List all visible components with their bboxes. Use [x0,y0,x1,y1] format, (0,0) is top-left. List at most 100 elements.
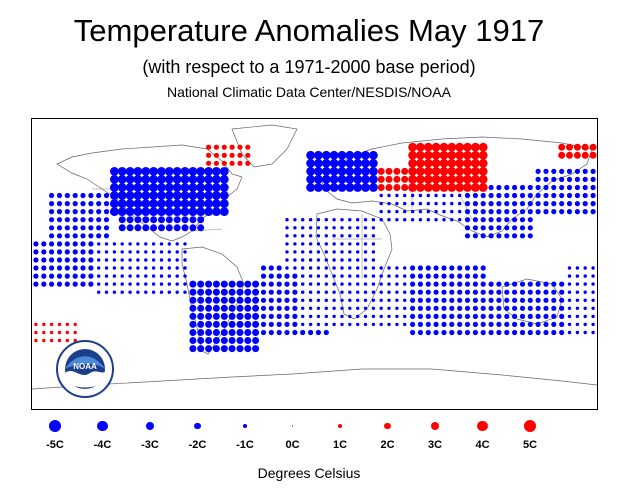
anomaly-dot [387,314,391,319]
anomaly-dot [206,152,212,158]
anomaly-dot [196,191,206,200]
anomaly-dot [252,280,260,288]
legend-dot [97,420,108,432]
anomaly-dot [212,345,220,353]
anomaly-dot [417,305,423,311]
anomaly-dot [133,167,143,176]
anomaly-dot [314,150,323,160]
anomaly-dot [379,193,383,198]
anomaly-dot [363,218,368,222]
anomaly-dot [183,266,187,270]
anomaly-dot [324,306,328,310]
anomaly-dot [582,168,588,174]
anomaly-dot [141,191,151,200]
anomaly-dot [535,168,541,174]
anomaly-dot [229,144,235,150]
anomaly-dot [527,297,533,303]
anomaly-dot [252,345,260,353]
anomaly-dot [96,217,102,223]
anomaly-dot [410,281,416,287]
anomaly-dot [332,298,336,302]
anomaly-dot [488,184,494,191]
anomaly-dot [379,322,383,327]
anomaly-dot [519,305,526,311]
anomaly-dot [64,257,70,263]
anomaly-dot [395,193,399,198]
anomaly-dot [110,183,119,192]
anomaly-dot [559,201,565,207]
anomaly-dot [512,184,518,191]
anomaly-dot [348,322,352,327]
anomaly-dot [301,226,305,230]
anomaly-dot [455,142,465,152]
anomaly-dot [480,313,486,319]
anomaly-dot [566,184,573,191]
anomaly-dot [120,282,124,286]
anomaly-dot [332,250,336,254]
anomaly-dot [417,321,423,327]
anomaly-dot [159,266,164,270]
anomaly-dot [189,288,197,296]
anomaly-dot [88,257,94,263]
anomaly-dot [151,266,156,270]
anomaly-dot [345,183,355,192]
anomaly-dot [457,321,463,327]
anomaly-dot [583,322,587,327]
anomaly-dot [559,184,565,191]
anomaly-dot [426,201,430,206]
anomaly-dot [220,304,228,312]
anomaly-dot [519,329,526,336]
anomaly-dot [472,321,478,327]
anomaly-dot [117,183,127,192]
anomaly-dot [559,176,565,182]
anomaly-dot [159,250,164,254]
anomaly-dot [276,313,282,319]
anomaly-dot [151,250,156,254]
anomaly-dot [416,158,425,168]
anomaly-dot [519,321,526,327]
anomaly-dot [551,281,557,287]
anomaly-dot [49,273,55,279]
anomaly-dot [442,218,446,222]
anomaly-dot [167,242,171,246]
anomaly-dot [472,217,478,223]
anomaly-dot [559,209,565,215]
anomaly-dot [543,192,549,199]
anomaly-dot [450,193,454,198]
anomaly-dot [567,274,572,278]
anomaly-dot [205,329,213,336]
anomaly-dot [379,266,383,270]
anomaly-dot [41,273,47,279]
anomaly-dot [512,209,518,215]
anomaly-dot [480,217,486,223]
anomaly-dot [504,233,510,239]
anomaly-dot [128,266,132,270]
anomaly-dot [356,274,360,278]
anomaly-dot [42,338,46,343]
anomaly-dot [543,201,549,207]
anomaly-dot [244,337,252,344]
anomaly-dot [478,175,488,184]
anomaly-dot [306,158,315,168]
anomaly-dot [408,150,417,160]
anomaly-dot [348,266,352,270]
anomaly-dot [332,234,336,238]
anomaly-dot [292,321,298,327]
anomaly-dot [431,175,441,184]
anomaly-dot [450,209,454,214]
anomaly-dot [395,290,399,294]
anomaly-dot [442,201,446,206]
anomaly-dot [401,167,409,175]
anomaly-dot [316,298,321,302]
anomaly-dot [103,201,110,207]
anomaly-dot [73,330,77,335]
anomaly-dot [72,209,78,215]
anomaly-dot [583,306,587,310]
anomaly-dot [471,167,480,176]
anomaly-dot [33,241,39,247]
anomaly-dot [285,258,289,262]
coast-antarctica [32,368,597,390]
anomaly-dot [181,224,189,232]
anomaly-dot [316,258,321,262]
anomaly-dot [410,218,415,222]
